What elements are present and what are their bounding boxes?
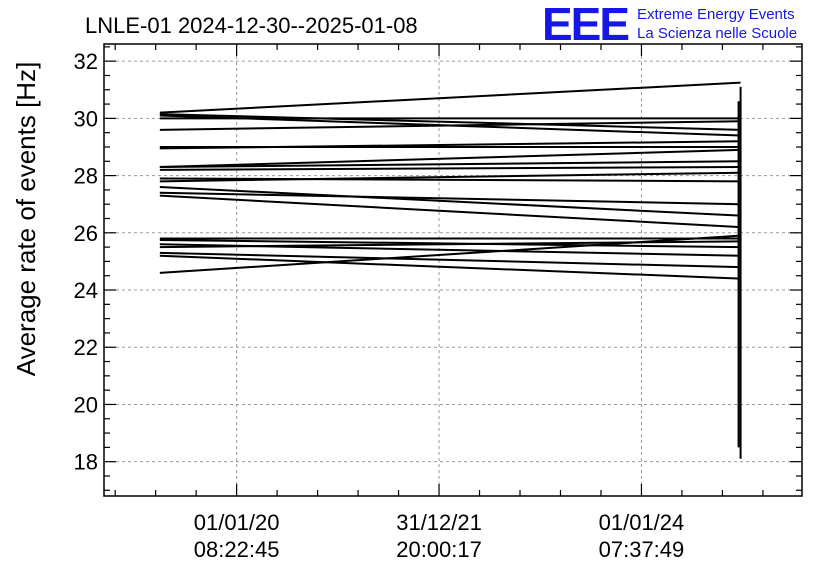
chart-title: LNLE-01 2024-12-30--2025-01-08 — [85, 13, 418, 38]
series-segment — [159, 166, 741, 171]
series-segment — [159, 251, 741, 269]
series-segment — [159, 186, 741, 217]
series-segment — [159, 234, 741, 274]
series-segment — [159, 254, 741, 280]
series-segment — [159, 140, 741, 150]
x-tick-label-time: 08:22:45 — [194, 537, 280, 562]
y-tick-label: 30 — [74, 106, 98, 131]
logo-line1: Extreme Energy Events — [637, 6, 795, 23]
y-tick-label: 20 — [74, 392, 98, 417]
x-tick-label-time: 20:00:17 — [396, 537, 482, 562]
eee-logo: EEE Extreme Energy Events La Scienza nel… — [542, 0, 797, 50]
series-segment — [159, 120, 741, 131]
logo-mark: EEE — [542, 0, 628, 50]
series-segment — [159, 113, 741, 131]
y-tick-label: 18 — [74, 450, 98, 475]
axes — [103, 43, 803, 497]
plot-frame — [103, 43, 803, 497]
x-tick-label-date: 31/12/21 — [396, 510, 482, 535]
y-axis-label: Average rate of events [Hz] — [11, 62, 41, 377]
y-tick-label: 28 — [74, 164, 98, 189]
y-tick-label: 24 — [74, 278, 98, 303]
x-tick-label-time: 07:37:49 — [599, 537, 685, 562]
series-segment — [159, 160, 741, 169]
series-segment — [159, 191, 741, 206]
series-segment — [159, 194, 741, 229]
series-segment — [159, 148, 741, 169]
y-tick-label: 26 — [74, 221, 98, 246]
logo-line2: La Scienza nelle Scuole — [637, 25, 797, 42]
y-tick-label: 32 — [74, 49, 98, 74]
x-tick-label-date: 01/01/24 — [599, 510, 685, 535]
series-lines — [159, 81, 742, 459]
series-segment — [159, 171, 741, 183]
y-tick-label: 22 — [74, 335, 98, 360]
x-tick-label-date: 01/01/20 — [194, 510, 280, 535]
series-segment — [159, 81, 741, 114]
